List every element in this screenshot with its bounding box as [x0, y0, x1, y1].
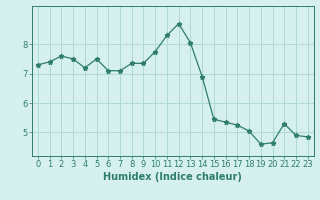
X-axis label: Humidex (Indice chaleur): Humidex (Indice chaleur): [103, 172, 242, 182]
